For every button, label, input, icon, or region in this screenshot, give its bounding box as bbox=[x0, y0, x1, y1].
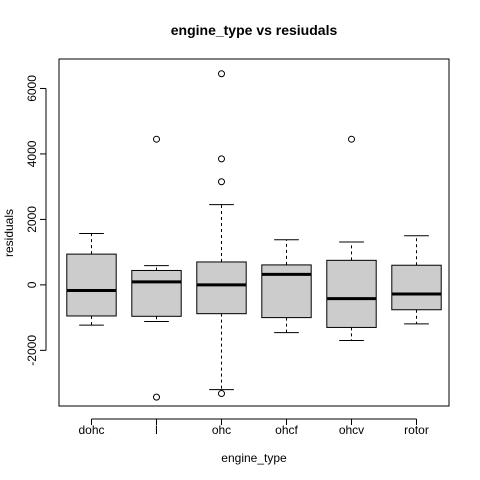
y-axis: -2000 0 2000 4000 6000 bbox=[25, 75, 47, 366]
outlier-point bbox=[153, 393, 160, 401]
y-tick-label: 0 bbox=[25, 281, 39, 288]
box-ohc bbox=[196, 70, 247, 398]
y-axis-label: residuals bbox=[2, 209, 16, 257]
x-axis: dohc l ohc ohcf ohcv rotor bbox=[78, 418, 429, 437]
box-rect bbox=[66, 253, 117, 317]
box-rect bbox=[131, 269, 182, 317]
plot-frame bbox=[58, 58, 450, 407]
box-rect bbox=[261, 264, 312, 319]
box-dohc bbox=[66, 232, 117, 326]
outlier-point bbox=[218, 70, 225, 78]
y-tick-label: 2000 bbox=[25, 206, 39, 233]
boxes-group bbox=[66, 70, 442, 401]
x-tick-label: ohc bbox=[212, 423, 231, 437]
box-ohcf bbox=[261, 239, 312, 334]
x-tick-label: ohcf bbox=[275, 423, 298, 437]
box-rect bbox=[326, 259, 377, 328]
outlier-point bbox=[153, 135, 160, 143]
outlier-point bbox=[348, 135, 355, 143]
x-tick-label: ohcv bbox=[339, 423, 364, 437]
chart-title: engine_type vs resiudals bbox=[171, 22, 338, 38]
x-tick-label: l bbox=[155, 423, 158, 437]
box-rect bbox=[196, 261, 247, 315]
box-ohcv bbox=[326, 135, 377, 342]
box-l bbox=[131, 135, 182, 401]
outlier-point bbox=[218, 155, 225, 163]
box-rotor bbox=[391, 235, 442, 325]
x-tick-label: rotor bbox=[404, 423, 429, 437]
box-rect bbox=[391, 264, 442, 311]
y-tick-label: -2000 bbox=[25, 335, 39, 366]
y-tick-label: 4000 bbox=[25, 140, 39, 167]
outlier-point bbox=[218, 178, 225, 186]
outlier-point bbox=[218, 390, 225, 398]
x-axis-label: engine_type bbox=[221, 451, 287, 465]
y-tick-label: 6000 bbox=[25, 75, 39, 102]
x-tick-label: dohc bbox=[78, 423, 104, 437]
